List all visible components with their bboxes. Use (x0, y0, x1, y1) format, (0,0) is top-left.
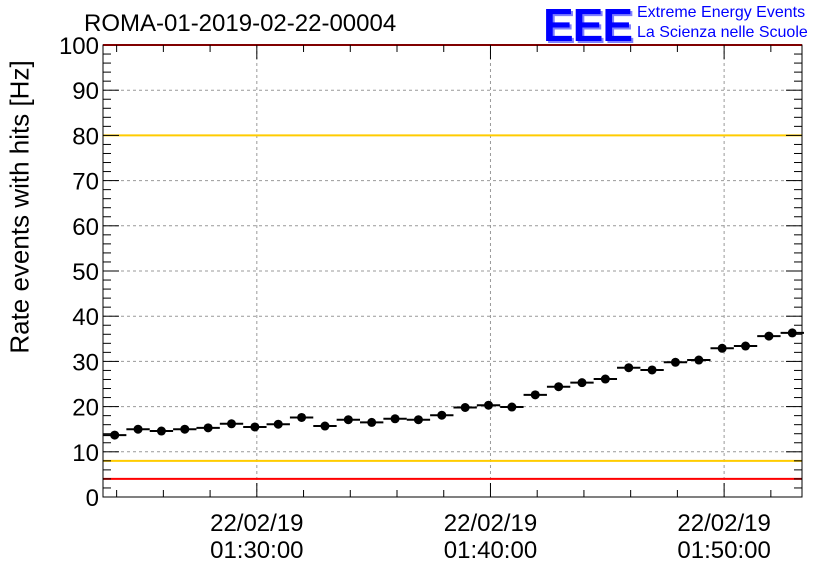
y-tick-label: 80 (72, 123, 99, 150)
y-tick-label: 70 (72, 169, 99, 196)
data-point (647, 365, 657, 375)
data-point (156, 426, 166, 436)
y-tick-label: 40 (72, 304, 99, 331)
x-tick-label-date: 22/02/19 (210, 510, 303, 537)
data-point (343, 415, 353, 425)
data-point (367, 417, 377, 427)
y-tick-label: 0 (86, 485, 99, 512)
data-point (624, 363, 634, 373)
chart-title: ROMA-01-2019-02-22-00004 (84, 10, 397, 37)
y-tick-label: 60 (72, 214, 99, 241)
y-axis-label: Rate events with hits [Hz] (4, 60, 35, 354)
data-point (530, 390, 540, 400)
data-point (297, 412, 307, 422)
y-tick-label: 20 (72, 395, 99, 422)
logo-tagline-1: Extreme Energy Events (637, 4, 806, 21)
y-tick-label: 30 (72, 349, 99, 376)
x-axis-ticks: 22/02/1901:30:0022/02/1901:40:0022/02/19… (116, 45, 772, 564)
data-point (507, 402, 517, 412)
data-point (741, 341, 751, 351)
data-point (577, 378, 587, 388)
data-point (203, 423, 213, 433)
data-point (787, 328, 797, 338)
threshold-lines (103, 44, 802, 480)
data-point (600, 374, 610, 384)
data-point (437, 410, 447, 420)
x-tick-label-time: 01:50:00 (677, 537, 770, 564)
data-point (670, 357, 680, 367)
x-tick-label-time: 01:30:00 (210, 537, 303, 564)
data-point (390, 414, 400, 424)
data-point (110, 430, 120, 440)
x-tick-label-date: 22/02/19 (444, 510, 537, 537)
data-point (180, 424, 190, 434)
grid-layer (103, 45, 802, 497)
logo-tagline-2: La Scienza nelle Scuole (637, 24, 808, 41)
x-tick-label-time: 01:40:00 (444, 537, 537, 564)
data-point (250, 422, 260, 432)
data-point (694, 355, 704, 365)
data-point (273, 419, 283, 429)
y-tick-label: 50 (72, 259, 99, 286)
x-tick-label-date: 22/02/19 (677, 510, 770, 537)
data-point (413, 415, 423, 425)
y-axis-ticks: 0 10 20 30 40 50 60 70 80 90 100 (59, 33, 802, 512)
y-tick-label: 100 (59, 33, 99, 60)
data-point (227, 419, 237, 429)
data-point (484, 400, 494, 410)
data-point (764, 331, 774, 341)
eee-logo: EEE (543, 0, 633, 51)
data-point (133, 424, 143, 434)
y-tick-label: 10 (72, 440, 99, 467)
data-point (460, 403, 470, 413)
data-points (103, 328, 804, 440)
data-point (320, 421, 330, 431)
data-point (717, 343, 727, 353)
y-tick-label: 90 (72, 78, 99, 105)
data-point (554, 382, 564, 392)
